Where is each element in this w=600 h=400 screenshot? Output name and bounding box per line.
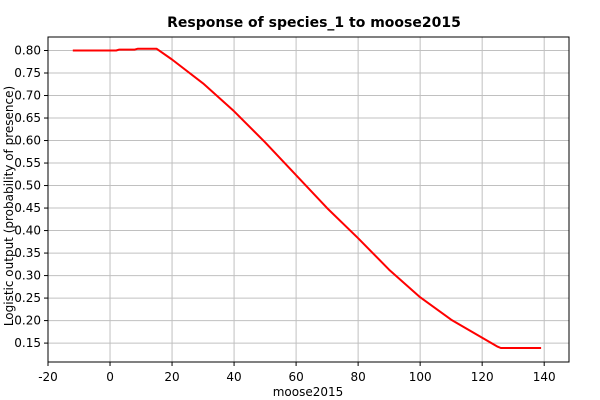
y-tick-label: 0.15: [14, 336, 41, 350]
x-tick-label: -20: [38, 370, 58, 384]
y-tick-label: 0.30: [14, 269, 41, 283]
plot-area-frame: [47, 36, 570, 363]
series-group: [72, 47, 542, 349]
y-tick-label: 0.35: [14, 246, 41, 260]
x-tick-label: 40: [226, 370, 241, 384]
x-tick-label: 140: [533, 370, 556, 384]
chart-title: Response of species_1 to moose2015: [167, 15, 461, 31]
x-tick-label: 100: [409, 370, 432, 384]
y-tick-label: 0.55: [14, 156, 41, 170]
y-tick-label: 0.60: [14, 134, 41, 148]
y-tick-label: 0.40: [14, 224, 41, 238]
axis-ticks: -20 0 20 40 60 80 100 120 140 0.15 0.20 0.25 0.30 0.3…: [14, 44, 555, 384]
y-axis-title: Logistic output (probability of presence…: [2, 86, 16, 326]
x-tick-label: 20: [164, 370, 179, 384]
y-tick-label: 0.80: [14, 44, 41, 58]
y-tick-label: 0.50: [14, 179, 41, 193]
x-tick-label: 80: [350, 370, 365, 384]
y-tick-label: 0.75: [14, 66, 41, 80]
grid: [47, 37, 569, 362]
y-tick-label: 0.70: [14, 89, 41, 103]
x-axis-title: moose2015: [273, 385, 344, 399]
y-tick-label: 0.45: [14, 201, 41, 215]
y-tick-label: 0.65: [14, 111, 41, 125]
y-tick-label: 0.20: [14, 314, 41, 328]
x-tick-label: 0: [106, 370, 114, 384]
series-line-1: [72, 47, 542, 349]
y-tick-label: 0.25: [14, 291, 41, 305]
x-tick-label: 120: [471, 370, 494, 384]
x-tick-label: 60: [288, 370, 303, 384]
